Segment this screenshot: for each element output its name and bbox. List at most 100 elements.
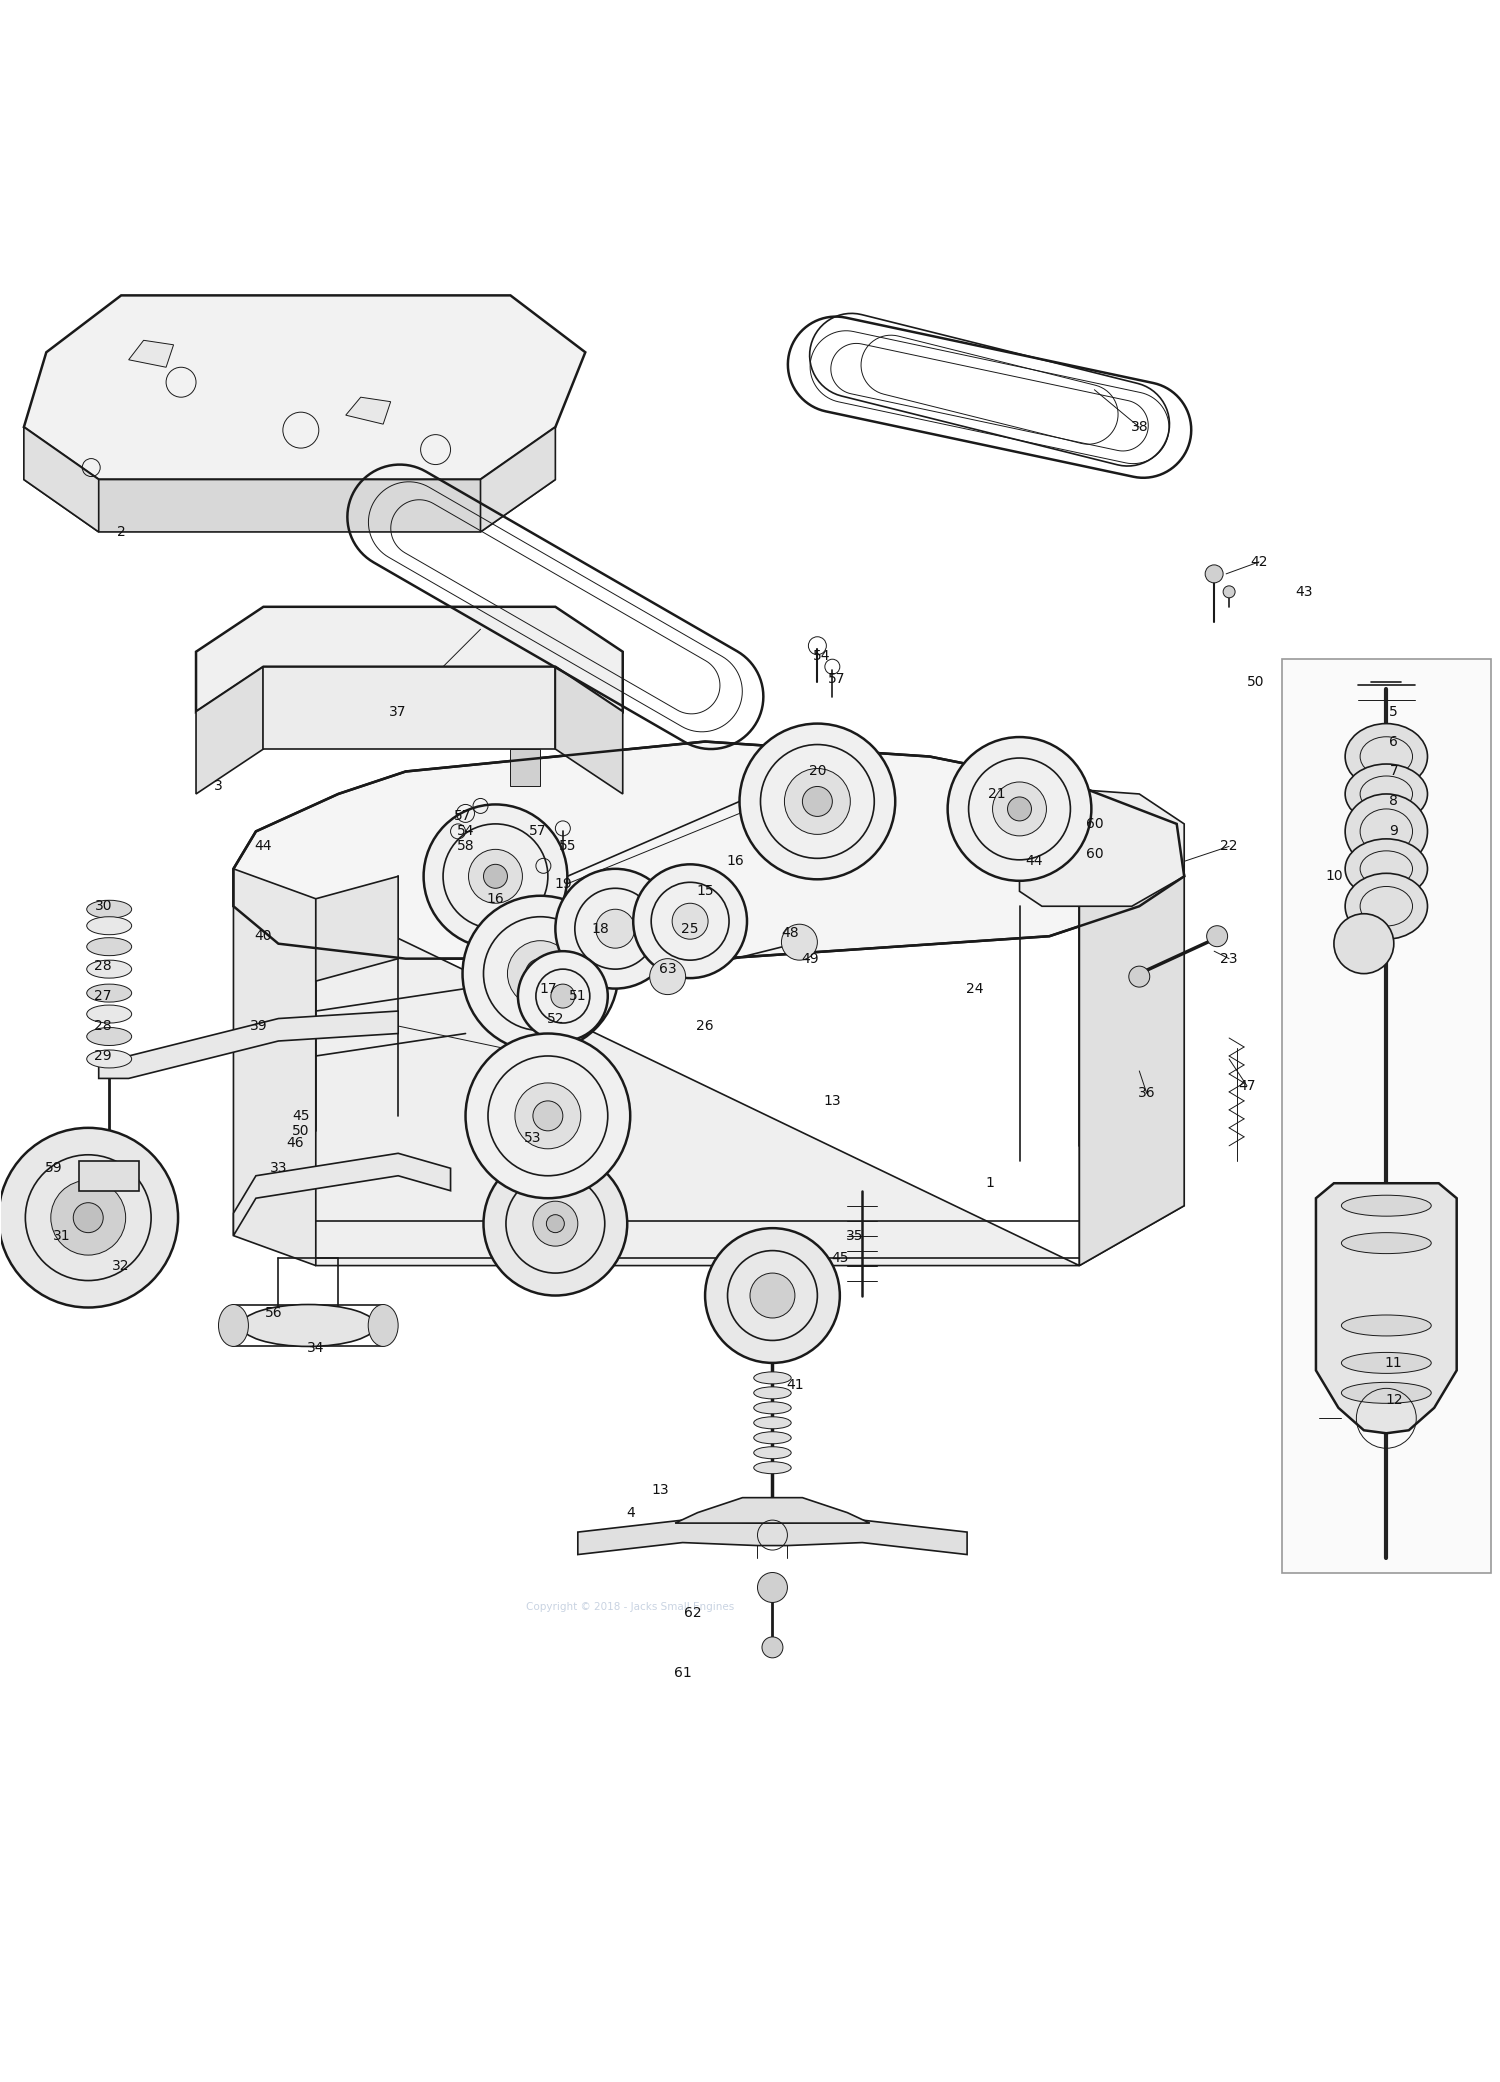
Text: 33: 33 — [270, 1162, 286, 1174]
Text: 24: 24 — [966, 981, 984, 995]
Text: 43: 43 — [1294, 585, 1312, 600]
Circle shape — [596, 910, 634, 947]
Circle shape — [1130, 966, 1150, 987]
Circle shape — [550, 985, 574, 1008]
Circle shape — [740, 725, 896, 879]
Text: 37: 37 — [390, 704, 406, 718]
Ellipse shape — [1346, 872, 1428, 939]
Circle shape — [650, 958, 686, 995]
Text: 11: 11 — [1384, 1355, 1402, 1370]
Ellipse shape — [87, 899, 132, 918]
Circle shape — [468, 849, 522, 904]
Circle shape — [633, 864, 747, 979]
Polygon shape — [196, 666, 264, 793]
Polygon shape — [578, 1520, 968, 1555]
Polygon shape — [675, 1497, 870, 1524]
Circle shape — [546, 1214, 564, 1233]
Circle shape — [0, 1128, 178, 1307]
Text: 46: 46 — [286, 1137, 303, 1149]
Circle shape — [462, 895, 618, 1051]
Circle shape — [948, 737, 1092, 881]
Circle shape — [758, 1572, 788, 1603]
Circle shape — [507, 941, 573, 1006]
Ellipse shape — [1346, 793, 1428, 868]
Text: 54: 54 — [813, 650, 831, 664]
Ellipse shape — [1341, 1382, 1431, 1403]
Circle shape — [514, 1083, 580, 1149]
Polygon shape — [480, 427, 555, 531]
Circle shape — [555, 868, 675, 989]
Text: 35: 35 — [846, 1228, 864, 1243]
Text: 6: 6 — [1389, 735, 1398, 750]
Bar — [1281, 660, 1491, 1572]
Ellipse shape — [1341, 1353, 1431, 1374]
Text: 60: 60 — [1086, 816, 1102, 831]
Circle shape — [1222, 585, 1234, 598]
Text: 7: 7 — [1389, 764, 1398, 779]
Ellipse shape — [1334, 914, 1394, 974]
Ellipse shape — [368, 1305, 398, 1347]
Bar — [80, 1162, 140, 1191]
Text: 26: 26 — [696, 1018, 714, 1033]
Text: 36: 36 — [1138, 1087, 1155, 1101]
Circle shape — [532, 1101, 562, 1131]
Ellipse shape — [1346, 764, 1428, 824]
Ellipse shape — [219, 1305, 249, 1347]
Circle shape — [483, 1151, 627, 1295]
Polygon shape — [1020, 787, 1184, 906]
Polygon shape — [24, 479, 555, 531]
Ellipse shape — [753, 1447, 790, 1459]
Polygon shape — [99, 1012, 398, 1078]
Text: 38: 38 — [1131, 421, 1148, 435]
Ellipse shape — [753, 1372, 790, 1385]
Text: 1: 1 — [986, 1176, 994, 1191]
Text: 47: 47 — [1239, 1078, 1256, 1093]
Ellipse shape — [753, 1418, 790, 1428]
Polygon shape — [1080, 787, 1184, 1266]
Ellipse shape — [1346, 725, 1428, 789]
Polygon shape — [346, 398, 390, 425]
Ellipse shape — [753, 1462, 790, 1474]
Circle shape — [1008, 797, 1032, 820]
Text: 57: 57 — [828, 672, 846, 685]
Text: 17: 17 — [538, 981, 556, 995]
Text: 10: 10 — [1324, 870, 1342, 883]
Text: 3: 3 — [214, 779, 223, 793]
Text: 4: 4 — [626, 1505, 634, 1520]
Circle shape — [1204, 564, 1222, 583]
Circle shape — [750, 1272, 795, 1318]
Ellipse shape — [87, 937, 132, 956]
Text: 8: 8 — [1389, 795, 1398, 808]
Text: 54: 54 — [458, 824, 474, 839]
Text: 50: 50 — [292, 1124, 309, 1139]
Text: 2: 2 — [117, 525, 126, 539]
Polygon shape — [234, 741, 1184, 958]
Text: 44: 44 — [255, 839, 272, 854]
Text: 61: 61 — [674, 1666, 692, 1680]
Text: 40: 40 — [255, 929, 272, 943]
Text: 59: 59 — [45, 1162, 63, 1174]
Circle shape — [518, 951, 608, 1041]
Text: 12: 12 — [1384, 1393, 1402, 1407]
Polygon shape — [555, 666, 622, 793]
Polygon shape — [129, 339, 174, 366]
Text: 5: 5 — [1389, 704, 1398, 718]
Text: 23: 23 — [1221, 951, 1238, 966]
Text: 42: 42 — [1251, 556, 1268, 568]
Text: 28: 28 — [94, 1018, 112, 1033]
Text: 48: 48 — [782, 926, 800, 941]
Ellipse shape — [87, 1049, 132, 1068]
Circle shape — [802, 787, 832, 816]
Text: 50: 50 — [1248, 675, 1264, 689]
Ellipse shape — [87, 985, 132, 1001]
Polygon shape — [234, 868, 316, 1266]
Text: 22: 22 — [1221, 839, 1238, 854]
Text: 32: 32 — [112, 1260, 130, 1272]
Polygon shape — [196, 606, 622, 712]
Text: 18: 18 — [591, 922, 609, 935]
Ellipse shape — [87, 916, 132, 935]
Circle shape — [782, 924, 818, 960]
Ellipse shape — [1346, 839, 1428, 899]
Circle shape — [784, 768, 850, 835]
Text: 9: 9 — [1389, 824, 1398, 839]
